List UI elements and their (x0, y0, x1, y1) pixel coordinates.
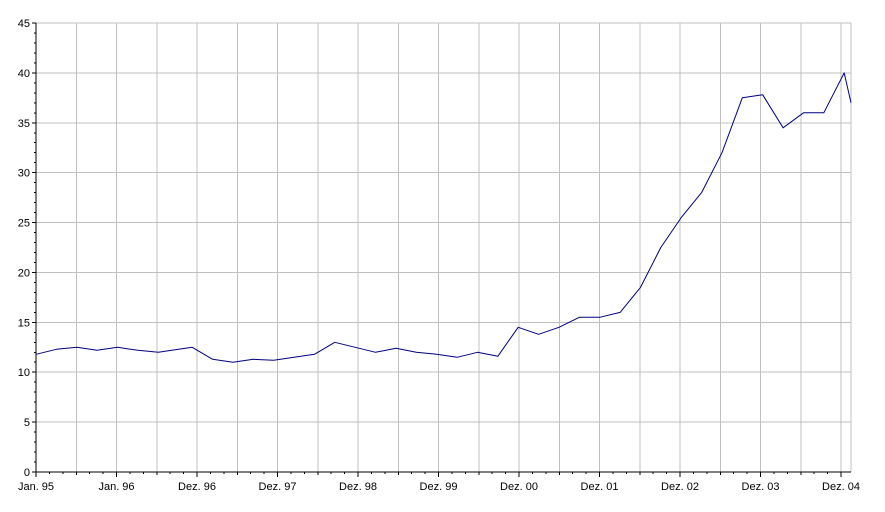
y-tick-label: 30 (18, 168, 30, 180)
horizontal-gridlines (36, 22, 851, 423)
x-tick-label: Dez. 97 (259, 481, 297, 493)
vertical-gridlines (75, 23, 852, 472)
y-tick-label: 15 (18, 317, 30, 329)
x-tick-label: Dez. 96 (178, 481, 216, 493)
y-tick-labels: 0 5 10 15 20 25 30 35 40 45 (18, 18, 36, 479)
series-line (35, 72, 852, 363)
x-tick-label: Dez. 00 (500, 481, 538, 493)
x-tick-label: Dez. 04 (822, 481, 860, 493)
y-tick-label: 20 (18, 267, 30, 279)
y-tick-label: 5 (24, 417, 30, 429)
y-tick-label: 25 (18, 218, 30, 230)
y-tick-label: 35 (18, 118, 30, 130)
x-tick-label: Dez. 02 (661, 481, 699, 493)
x-tick-label: Jan. 95 (18, 481, 54, 493)
axes (35, 23, 851, 473)
x-tick-label: Dez. 01 (581, 481, 619, 493)
y-tick-label: 10 (18, 367, 30, 379)
x-tick-label: Jan. 96 (98, 481, 134, 493)
y-tick-label: 40 (18, 68, 30, 80)
x-tick-label: Dez. 99 (420, 481, 458, 493)
x-tick-labels: Jan. 95 Jan. 96 Dez. 96 Dez. 97 Dez. 98 Dez. … (18, 472, 860, 493)
y-tick-label: 0 (24, 467, 30, 479)
x-tick-label: Dez. 98 (339, 481, 377, 493)
y-tick-label: 45 (18, 18, 30, 30)
x-tick-label: Dez. 03 (742, 481, 780, 493)
